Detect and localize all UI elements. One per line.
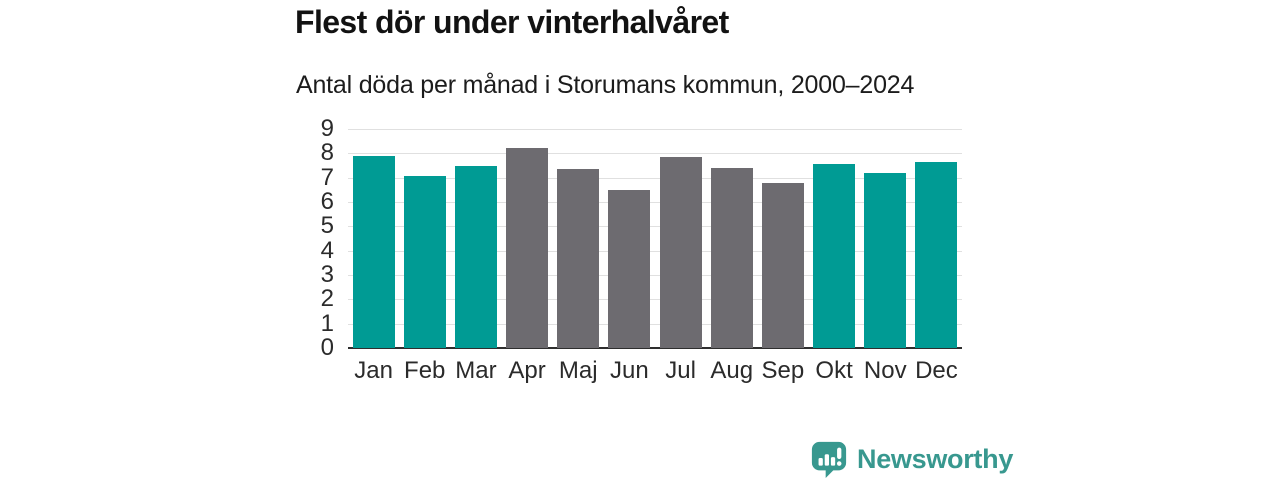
bar-jun [608, 189, 651, 348]
x-tick-label-mar: Mar [455, 357, 497, 384]
bar-nov [864, 172, 907, 348]
y-tick-label-5: 5 [320, 212, 334, 240]
x-tick-label-nov: Nov [863, 357, 907, 384]
bar-jul [659, 156, 702, 348]
bar-mar [454, 165, 497, 348]
y-tick-label-2: 2 [320, 285, 334, 313]
newsworthy-logo-link[interactable]: Newsworthy [810, 440, 1013, 478]
bar-sep [761, 182, 804, 348]
chart-subtitle: Antal döda per månad i Storumans kommun,… [296, 71, 915, 99]
bar-jan [352, 155, 395, 348]
y-tick-label-1: 1 [320, 309, 334, 337]
x-tick-label-maj: Maj [558, 357, 598, 384]
y-tick-label-8: 8 [320, 139, 334, 167]
y-tick-label-4: 4 [320, 236, 334, 264]
gridline-y-1 [348, 323, 962, 325]
x-tick-label-apr: Apr [508, 357, 546, 384]
y-tick-label-9: 9 [320, 115, 334, 142]
x-tick-label-jul: Jul [665, 357, 696, 384]
bar-okt [813, 164, 856, 348]
gridline-y-7 [348, 177, 962, 179]
bar-chart-plot-area: 0 1 2 3 4 5 6 7 8 9 Jan Feb Mar Apr Maj Jun Jul Aug Sep Okt… [321, 115, 962, 384]
x-axis-line [348, 347, 962, 349]
x-tick-label-aug: Aug [710, 357, 754, 384]
chart-title: Flest dör under vinterhalvåret [295, 4, 729, 40]
x-tick-label-jun: Jun [610, 357, 649, 384]
y-tick-label-3: 3 [320, 261, 334, 288]
gridline-y-8 [348, 153, 962, 155]
bar-dec [915, 161, 958, 348]
x-tick-label-sep: Sep [761, 357, 805, 384]
gridline-y-9 [348, 129, 962, 130]
gridline-y-6 [348, 202, 962, 203]
x-tick-label-okt: Okt [815, 357, 853, 384]
bar-chart-speech-bubble-icon [811, 441, 847, 478]
x-tick-label-feb: Feb [404, 357, 446, 384]
y-tick-label-6: 6 [320, 188, 334, 215]
gridline-y-3 [348, 275, 962, 276]
bar-maj [557, 169, 600, 348]
brand-name: Newsworthy [857, 443, 1014, 474]
y-tick-label-7: 7 [320, 163, 334, 191]
x-tick-label-jan: Jan [354, 357, 393, 384]
gridline-y-2 [348, 299, 962, 301]
gridline-y-5 [348, 226, 962, 228]
bar-aug [710, 167, 753, 348]
gridline-y-4 [348, 250, 962, 252]
bar-apr [506, 148, 549, 348]
x-tick-label-dec: Dec [915, 357, 958, 384]
bar-feb [403, 176, 446, 348]
y-tick-label-0: 0 [320, 334, 334, 361]
